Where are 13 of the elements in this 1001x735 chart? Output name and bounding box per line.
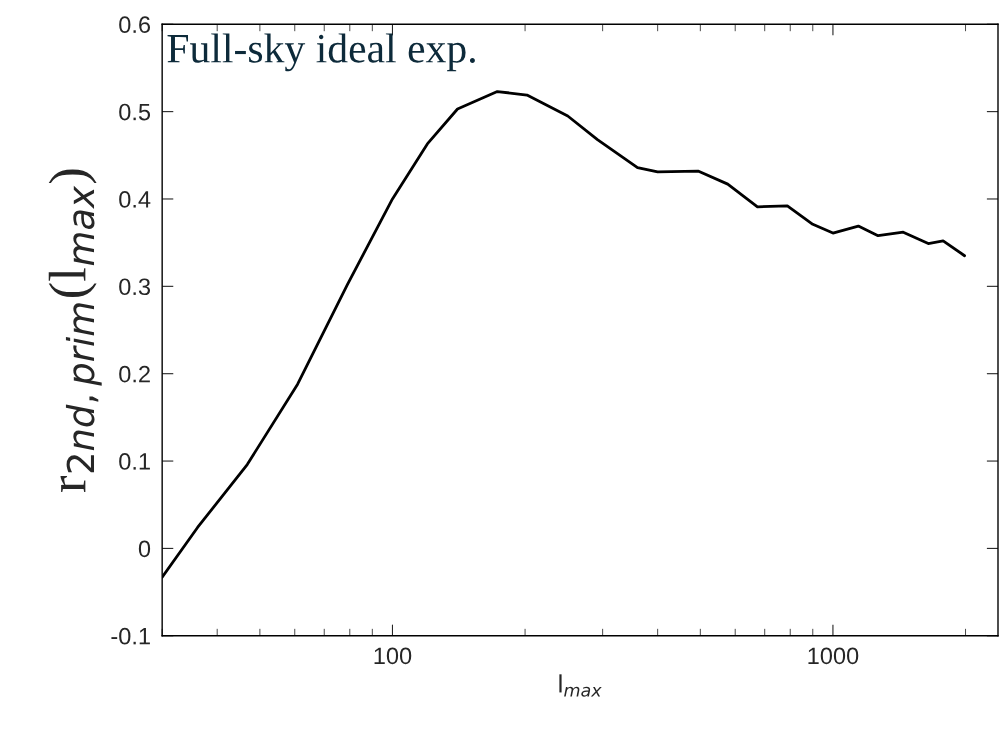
y-tick-label: -0.1 [111,627,150,645]
x-axis-title: l$_{max}$ [559,674,602,697]
y-axis-title: r$_{2nd,prim}$(l$_{max}$) [48,169,102,493]
y-tick-label: 0 [138,540,151,558]
y-tick-label: 0.6 [119,16,151,34]
y-tick-label: 0.3 [119,278,151,296]
x-tick-label: 1000 [808,647,859,665]
y-tick-label: 0.1 [119,453,150,470]
y-tick-label: 0.2 [119,365,150,383]
x-tick-label: 100 [374,647,412,665]
y-tick-label: 0.4 [119,191,151,208]
annotation: Full-sky ideal exp. [167,33,475,72]
y-tick-label: 0.5 [119,103,151,121]
